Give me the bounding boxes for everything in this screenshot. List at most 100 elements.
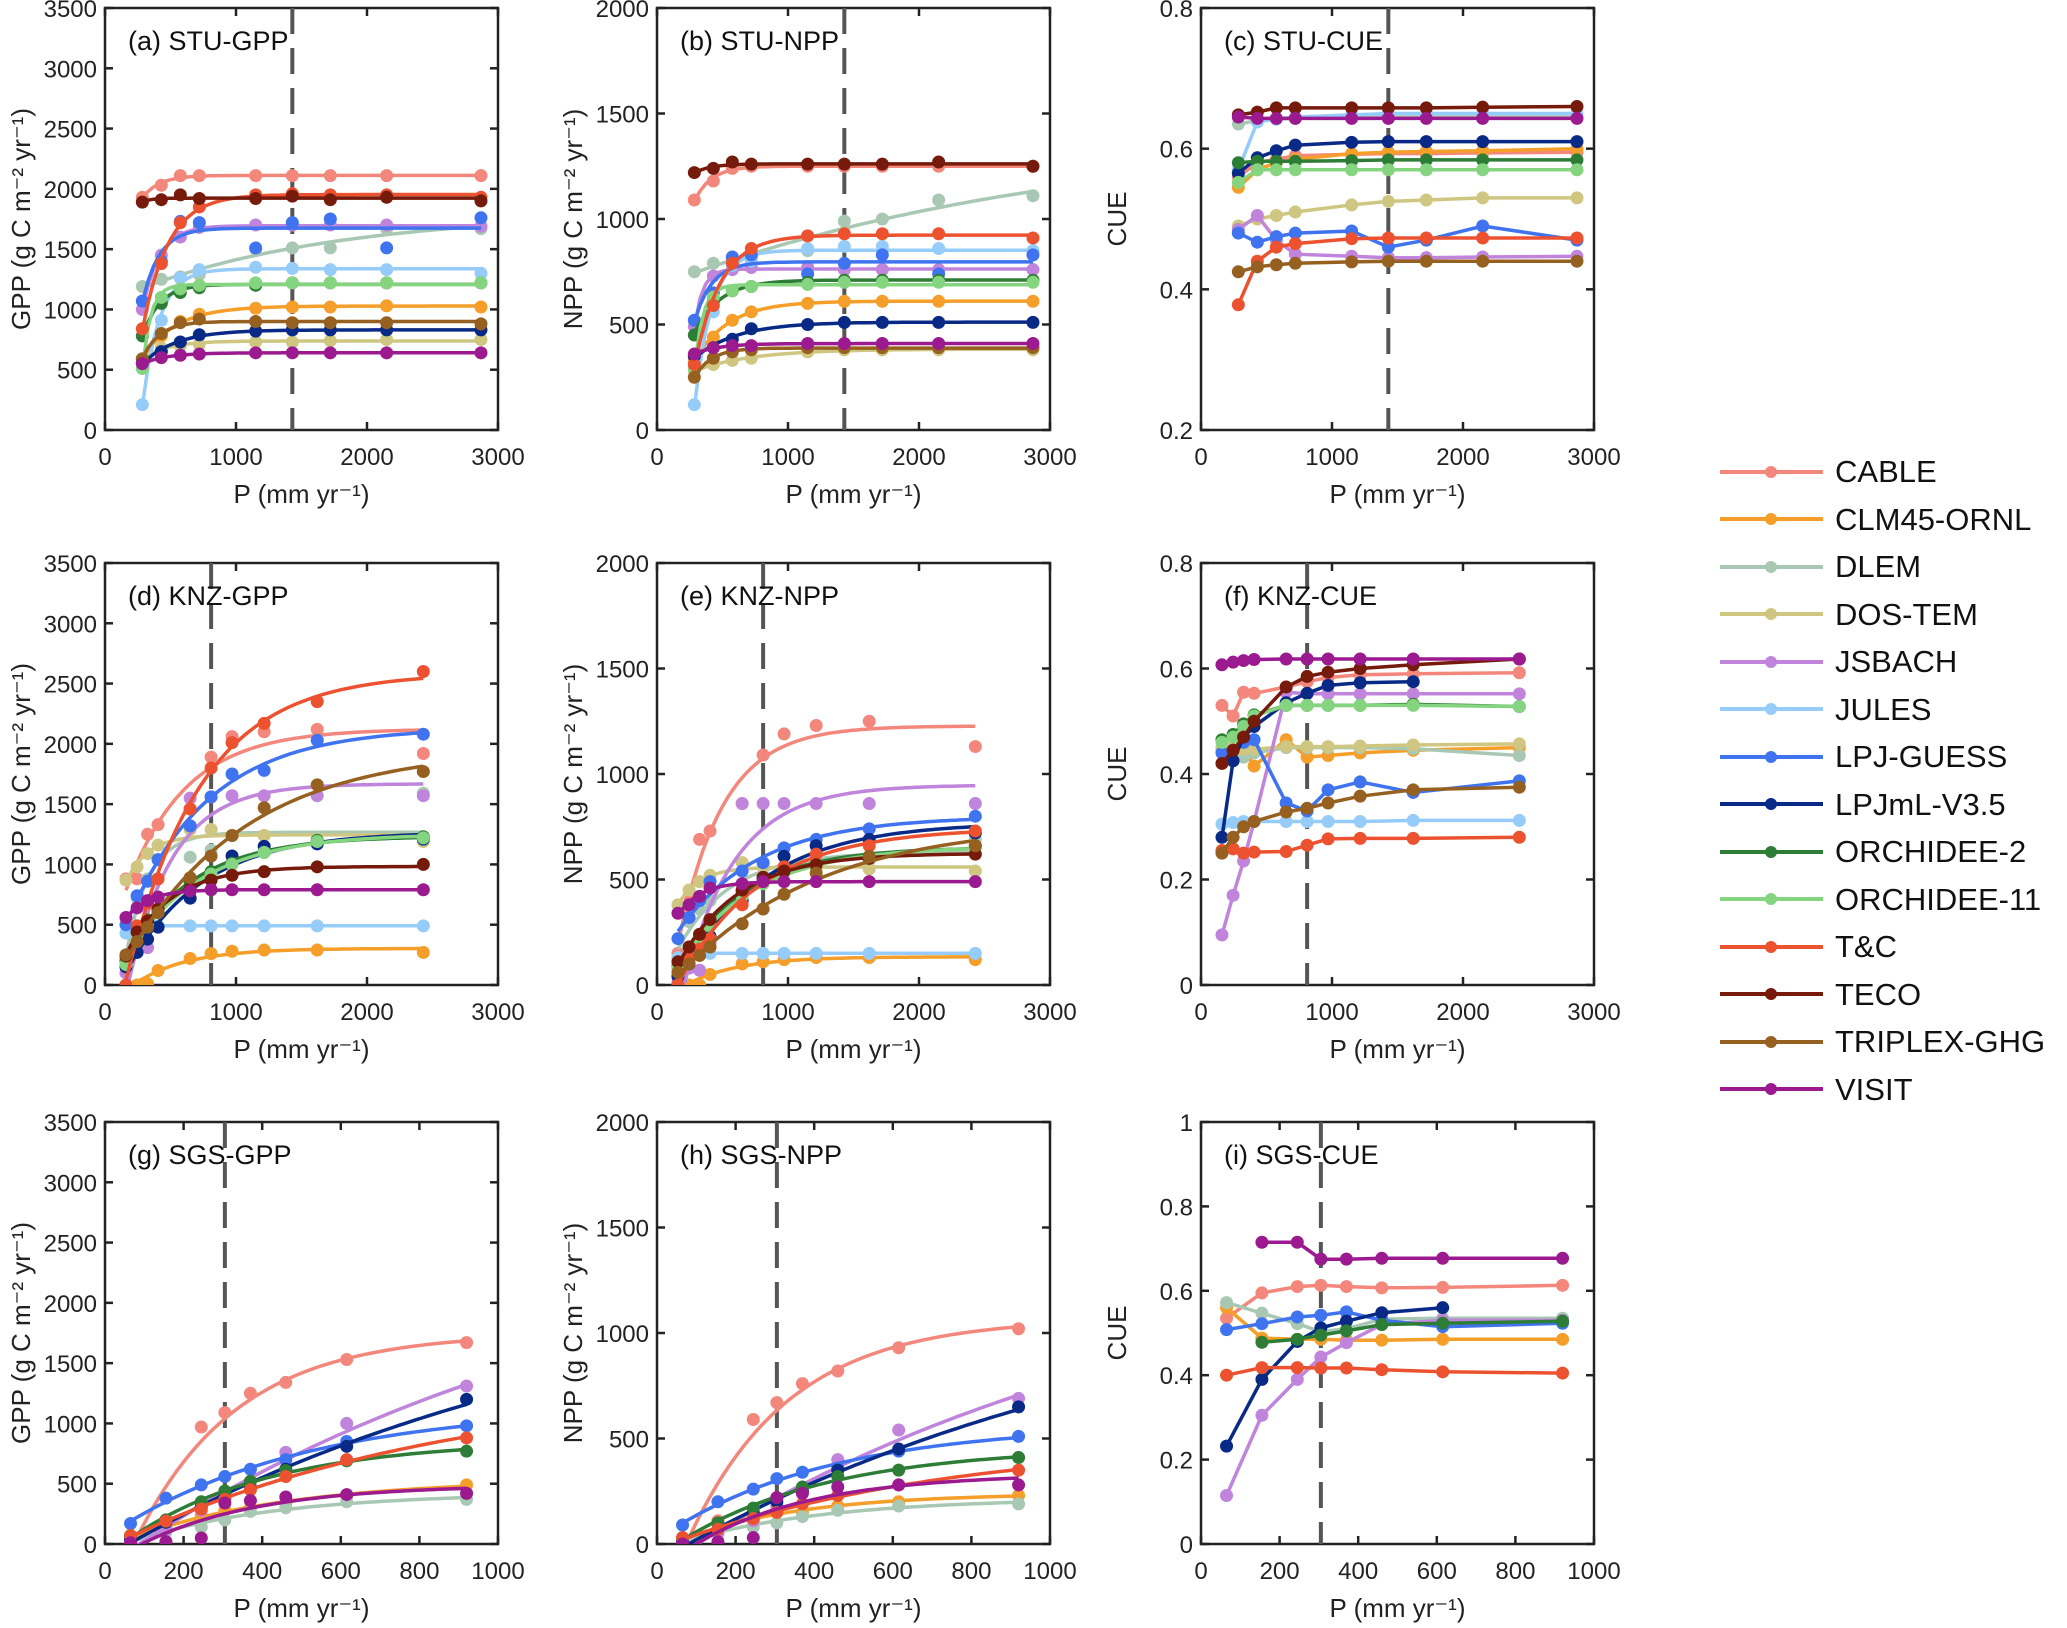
data-point bbox=[460, 1379, 474, 1393]
data-point bbox=[151, 890, 165, 904]
data-point bbox=[1300, 750, 1314, 764]
series-visit bbox=[676, 1476, 1026, 1544]
data-point bbox=[285, 300, 299, 314]
data-point bbox=[1300, 801, 1314, 815]
data-point bbox=[194, 1420, 208, 1434]
data-point bbox=[1556, 1251, 1570, 1265]
data-point bbox=[862, 875, 876, 889]
data-point bbox=[687, 265, 701, 279]
data-point bbox=[225, 883, 239, 897]
fit-curve bbox=[676, 817, 976, 933]
data-point bbox=[1353, 831, 1367, 845]
series-triplex-ghg bbox=[1231, 254, 1584, 279]
y-tick-label: 0 bbox=[1180, 973, 1193, 1000]
data-point bbox=[932, 315, 946, 329]
data-point bbox=[285, 261, 299, 275]
data-point bbox=[1279, 814, 1293, 828]
x-tick-label: 1000 bbox=[209, 444, 262, 471]
y-tick-label: 0 bbox=[636, 1532, 649, 1559]
legend-item: DOS-TEM bbox=[1720, 591, 2045, 639]
data-point bbox=[243, 1494, 257, 1508]
data-point bbox=[323, 276, 337, 290]
x-tick-label: 3000 bbox=[1023, 999, 1076, 1026]
data-point bbox=[1220, 1439, 1234, 1453]
panel-title: (h) SGS-NPP bbox=[680, 1140, 842, 1170]
data-point bbox=[1345, 135, 1359, 149]
series-line bbox=[1220, 657, 1520, 765]
data-point bbox=[892, 1341, 906, 1355]
data-point bbox=[194, 1502, 208, 1516]
data-point bbox=[340, 1488, 354, 1502]
data-point bbox=[1375, 1281, 1389, 1295]
legend-item: JSBACH bbox=[1720, 638, 2045, 686]
data-point bbox=[687, 358, 701, 372]
data-point bbox=[892, 1423, 906, 1437]
data-point bbox=[1476, 191, 1490, 205]
data-point bbox=[173, 188, 187, 202]
data-point bbox=[1570, 231, 1584, 245]
data-point bbox=[1353, 775, 1367, 789]
data-point bbox=[1220, 1488, 1234, 1502]
x-tick-label: 0 bbox=[650, 999, 663, 1026]
data-point bbox=[1250, 208, 1264, 222]
data-point bbox=[416, 883, 430, 897]
fit-curve bbox=[140, 192, 481, 331]
data-point bbox=[204, 750, 218, 764]
x-tick-label: 600 bbox=[1417, 1558, 1457, 1585]
y-tick-label: 0.2 bbox=[1160, 868, 1193, 895]
series-teco bbox=[119, 857, 430, 963]
fit-curve bbox=[124, 887, 424, 920]
legend-item: CLM45-ORNL bbox=[1720, 496, 2045, 544]
fit-curve bbox=[124, 676, 424, 982]
data-point bbox=[932, 336, 946, 350]
data-point bbox=[1406, 675, 1420, 689]
data-point bbox=[671, 965, 685, 979]
fit-curve bbox=[681, 1455, 1019, 1542]
data-point bbox=[1556, 1366, 1570, 1380]
data-point bbox=[968, 839, 982, 853]
data-point bbox=[173, 282, 187, 296]
data-point bbox=[746, 1482, 760, 1496]
data-point bbox=[154, 178, 168, 192]
legend-line-marker-icon bbox=[1720, 750, 1823, 763]
data-point bbox=[243, 1462, 257, 1476]
y-tick-label: 1500 bbox=[44, 237, 97, 264]
x-tick-label: 1000 bbox=[1305, 444, 1358, 471]
data-point bbox=[1269, 258, 1283, 272]
data-point bbox=[1226, 743, 1240, 757]
data-point bbox=[1290, 1372, 1304, 1386]
data-point bbox=[837, 157, 851, 171]
legend-dot-icon bbox=[1765, 560, 1777, 573]
data-point bbox=[1026, 189, 1040, 203]
data-point bbox=[204, 873, 218, 887]
data-point bbox=[703, 824, 717, 838]
data-point bbox=[1381, 153, 1395, 167]
data-point bbox=[151, 872, 165, 886]
data-point bbox=[1269, 101, 1283, 115]
data-point bbox=[809, 797, 823, 811]
data-point bbox=[310, 778, 324, 792]
data-point bbox=[1353, 676, 1367, 690]
y-axis-label: NPP (g C m⁻² yr⁻¹) bbox=[558, 664, 588, 885]
y-tick-label: 0.2 bbox=[1160, 1448, 1193, 1475]
legend-line-marker-icon bbox=[1720, 845, 1823, 858]
data-point bbox=[257, 789, 271, 803]
data-point bbox=[460, 1336, 474, 1350]
data-point bbox=[1476, 219, 1490, 233]
y-tick-label: 1 bbox=[1180, 1110, 1193, 1137]
series-cable bbox=[1220, 1278, 1570, 1325]
data-point bbox=[323, 300, 337, 314]
data-point bbox=[154, 327, 168, 341]
data-point bbox=[474, 211, 488, 225]
data-point bbox=[875, 227, 889, 241]
data-point bbox=[1321, 678, 1335, 692]
data-point bbox=[173, 216, 187, 230]
fit-curve bbox=[684, 1325, 1019, 1544]
panel-title: (e) KNZ-NPP bbox=[680, 581, 839, 611]
data-point bbox=[1406, 698, 1420, 712]
data-point bbox=[1419, 153, 1433, 167]
data-point bbox=[1476, 111, 1490, 125]
data-point bbox=[711, 1495, 725, 1509]
data-point bbox=[725, 313, 739, 327]
data-point bbox=[1406, 831, 1420, 845]
